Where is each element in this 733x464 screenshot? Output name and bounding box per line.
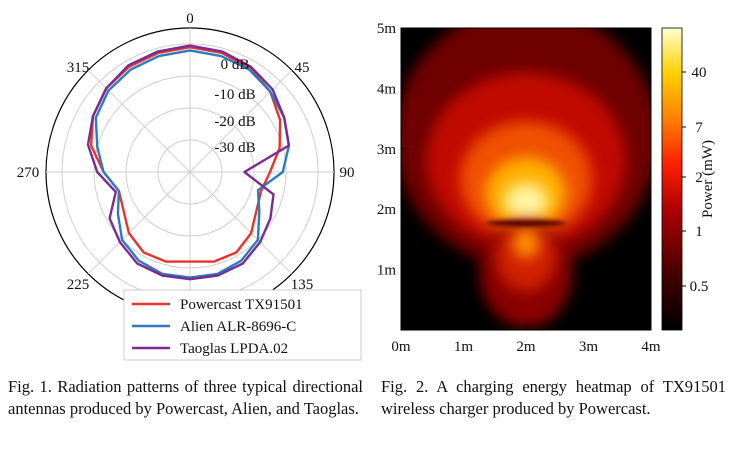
charging-energy-heatmap: 0m 1m 2m 3m 4m 1m 2m 3m 4m 5m 40 7 2 1 0.5 Power (mW) — [377, 21, 716, 355]
polar-grid-spoke — [189, 69, 293, 173]
heat-zone-core — [504, 183, 548, 220]
colorbar-tick-label: 2 — [695, 170, 703, 186]
legend-label: Powercast TX91501 — [180, 297, 303, 313]
heat-lobe-lower-core — [513, 228, 539, 259]
polar-radial-label: -20 dB — [214, 114, 255, 130]
y-tick-label: 3m — [377, 142, 397, 158]
polar-angle-label: 0 — [186, 11, 194, 27]
figure-1-caption: Fig. 1. Radiation patterns of three typi… — [8, 377, 363, 418]
polar-grid-spoke — [87, 171, 191, 275]
polar-radial-labels: 0 dB -10 dB -20 dB -30 dB — [214, 57, 255, 156]
polar-angle-labels: 0 45 90 135 225 270 315 — [17, 11, 355, 293]
colorbar-tick-label: 40 — [692, 65, 707, 81]
polar-radial-label: 0 dB — [221, 57, 250, 73]
x-tick-label: 4m — [641, 339, 661, 355]
legend-label: Taoglas LPDA.02 — [180, 341, 288, 357]
y-tick-label: 4m — [377, 81, 397, 97]
y-tick-label: 5m — [377, 21, 397, 37]
polar-series — [86, 44, 291, 281]
polar-grid-spoke — [87, 69, 191, 173]
x-tick-label: 3m — [579, 339, 599, 355]
x-tick-label: 2m — [516, 339, 536, 355]
polar-angle-label: 135 — [291, 277, 314, 293]
heat-null-band — [486, 219, 566, 227]
colorbar-label: Power (mW) — [700, 140, 716, 218]
polar-angle-label: 90 — [340, 165, 355, 181]
heatmap-field — [401, 28, 651, 328]
polar-angle-label: 225 — [67, 277, 90, 293]
polar-radial-label: -10 dB — [214, 87, 255, 103]
y-tick-label: 2m — [377, 202, 397, 218]
polar-radial-label: -30 dB — [214, 140, 255, 156]
polar-angle-label: 270 — [17, 165, 40, 181]
polar-grid-spoke — [189, 171, 293, 275]
colorbar-ticks: 40 7 2 1 0.5 — [682, 65, 708, 295]
polar-angle-label: 315 — [67, 60, 90, 76]
polar-legend: Powercast TX91501 Alien ALR-8696-C Taoglas… — [123, 289, 362, 361]
polar-angle-label: 45 — [295, 60, 310, 76]
x-tick-label: 1m — [454, 339, 474, 355]
polar-grid — [46, 28, 334, 316]
legend-label: Alien ALR-8696-C — [180, 319, 296, 335]
colorbar-tick-label: 0.5 — [690, 279, 709, 295]
heatmap-axes: 0m 1m 2m 3m 4m 1m 2m 3m 4m 5m — [377, 21, 661, 355]
colorbar-tick-label: 1 — [695, 224, 703, 240]
polar-series-line-3 — [86, 44, 291, 281]
figure-2-caption: Fig. 2. A charging energy heatmap of TX9… — [381, 377, 726, 418]
x-tick-label: 0m — [391, 339, 411, 355]
colorbar-tick-label: 7 — [695, 120, 703, 136]
y-tick-label: 1m — [377, 263, 397, 279]
radiation-pattern-chart: 0 45 90 135 225 270 315 0 dB -10 dB -20 dB -30 dB… — [17, 11, 362, 361]
colorbar — [661, 27, 683, 331]
